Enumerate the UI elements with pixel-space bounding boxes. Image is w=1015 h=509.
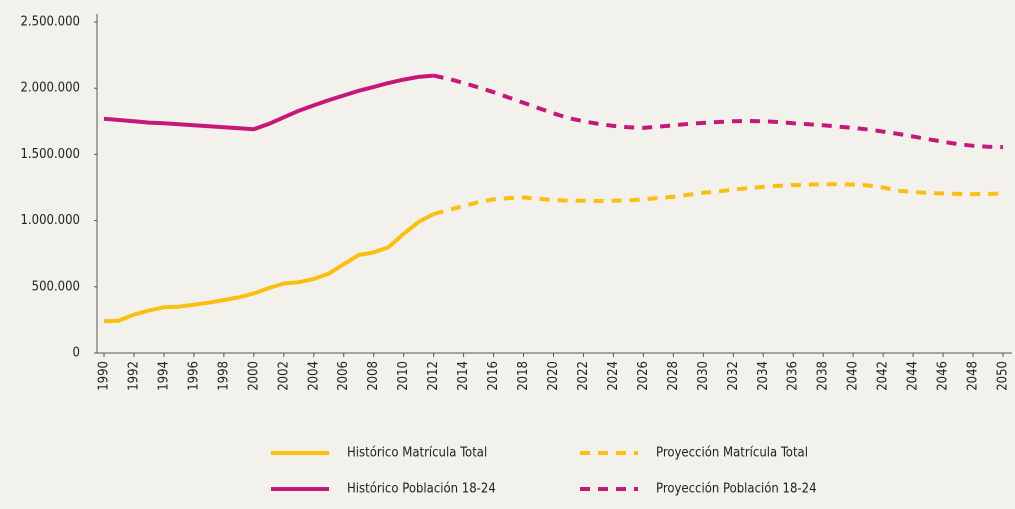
x-tick-label: 2048 (966, 361, 981, 391)
x-tick-label: 2050 (996, 361, 1011, 391)
line-series (103, 73, 434, 132)
x-tick-label: 1996 (186, 361, 201, 391)
x-tick-label: 2002 (276, 361, 291, 391)
x-tick-label: 2012 (426, 361, 441, 391)
x-tick-label: 2016 (486, 361, 501, 391)
x-tick-label: 2008 (366, 361, 381, 391)
y-tick-label: 0 (73, 346, 80, 361)
x-tick-label: 2042 (876, 361, 891, 391)
legend-label: Proyección Matrícula Total (656, 446, 808, 461)
x-tick-label: 2028 (666, 361, 681, 391)
legend-label: Histórico Matrícula Total (347, 446, 487, 461)
line-series (433, 182, 1004, 216)
x-tick-label: 2046 (936, 361, 951, 391)
x-tick-label: 2014 (456, 361, 471, 391)
x-tick-label: 2038 (816, 361, 831, 391)
x-tick-label: 2026 (636, 361, 651, 391)
x-tick-label: 2040 (846, 361, 861, 391)
legend-label: Proyección Población 18-24 (656, 482, 817, 497)
x-tick-label: 2004 (306, 361, 321, 391)
y-tick-label: 500.000 (32, 279, 80, 294)
legend-label: Histórico Población 18-24 (347, 482, 496, 497)
x-tick-label: 2006 (336, 361, 351, 391)
x-tick-label: 2000 (246, 361, 261, 391)
y-tick-label: 1.000.000 (20, 213, 80, 228)
x-tick-label: 1992 (126, 361, 141, 391)
x-tick-label: 2032 (726, 361, 741, 391)
x-tick-label: 2010 (396, 361, 411, 391)
x-tick-label: 2030 (696, 361, 711, 391)
x-tick-label: 1990 (97, 361, 112, 391)
x-tick-label: 2018 (516, 361, 531, 391)
x-tick-label: 1994 (156, 361, 171, 391)
y-tick-label: 1.500.000 (20, 147, 80, 162)
x-tick-label: 2020 (546, 361, 561, 391)
x-tick-label: 2024 (606, 361, 621, 391)
y-tick-label: 2.500.000 (20, 15, 80, 30)
line-series (103, 212, 435, 324)
y-tick-label: 2.000.000 (20, 81, 80, 96)
x-tick-label: 2034 (756, 361, 771, 391)
x-tick-label: 1998 (216, 361, 231, 391)
line-series (433, 73, 1004, 150)
x-tick-label: 2044 (906, 361, 921, 391)
x-tick-label: 2036 (786, 361, 801, 391)
x-tick-label: 2022 (576, 361, 591, 391)
